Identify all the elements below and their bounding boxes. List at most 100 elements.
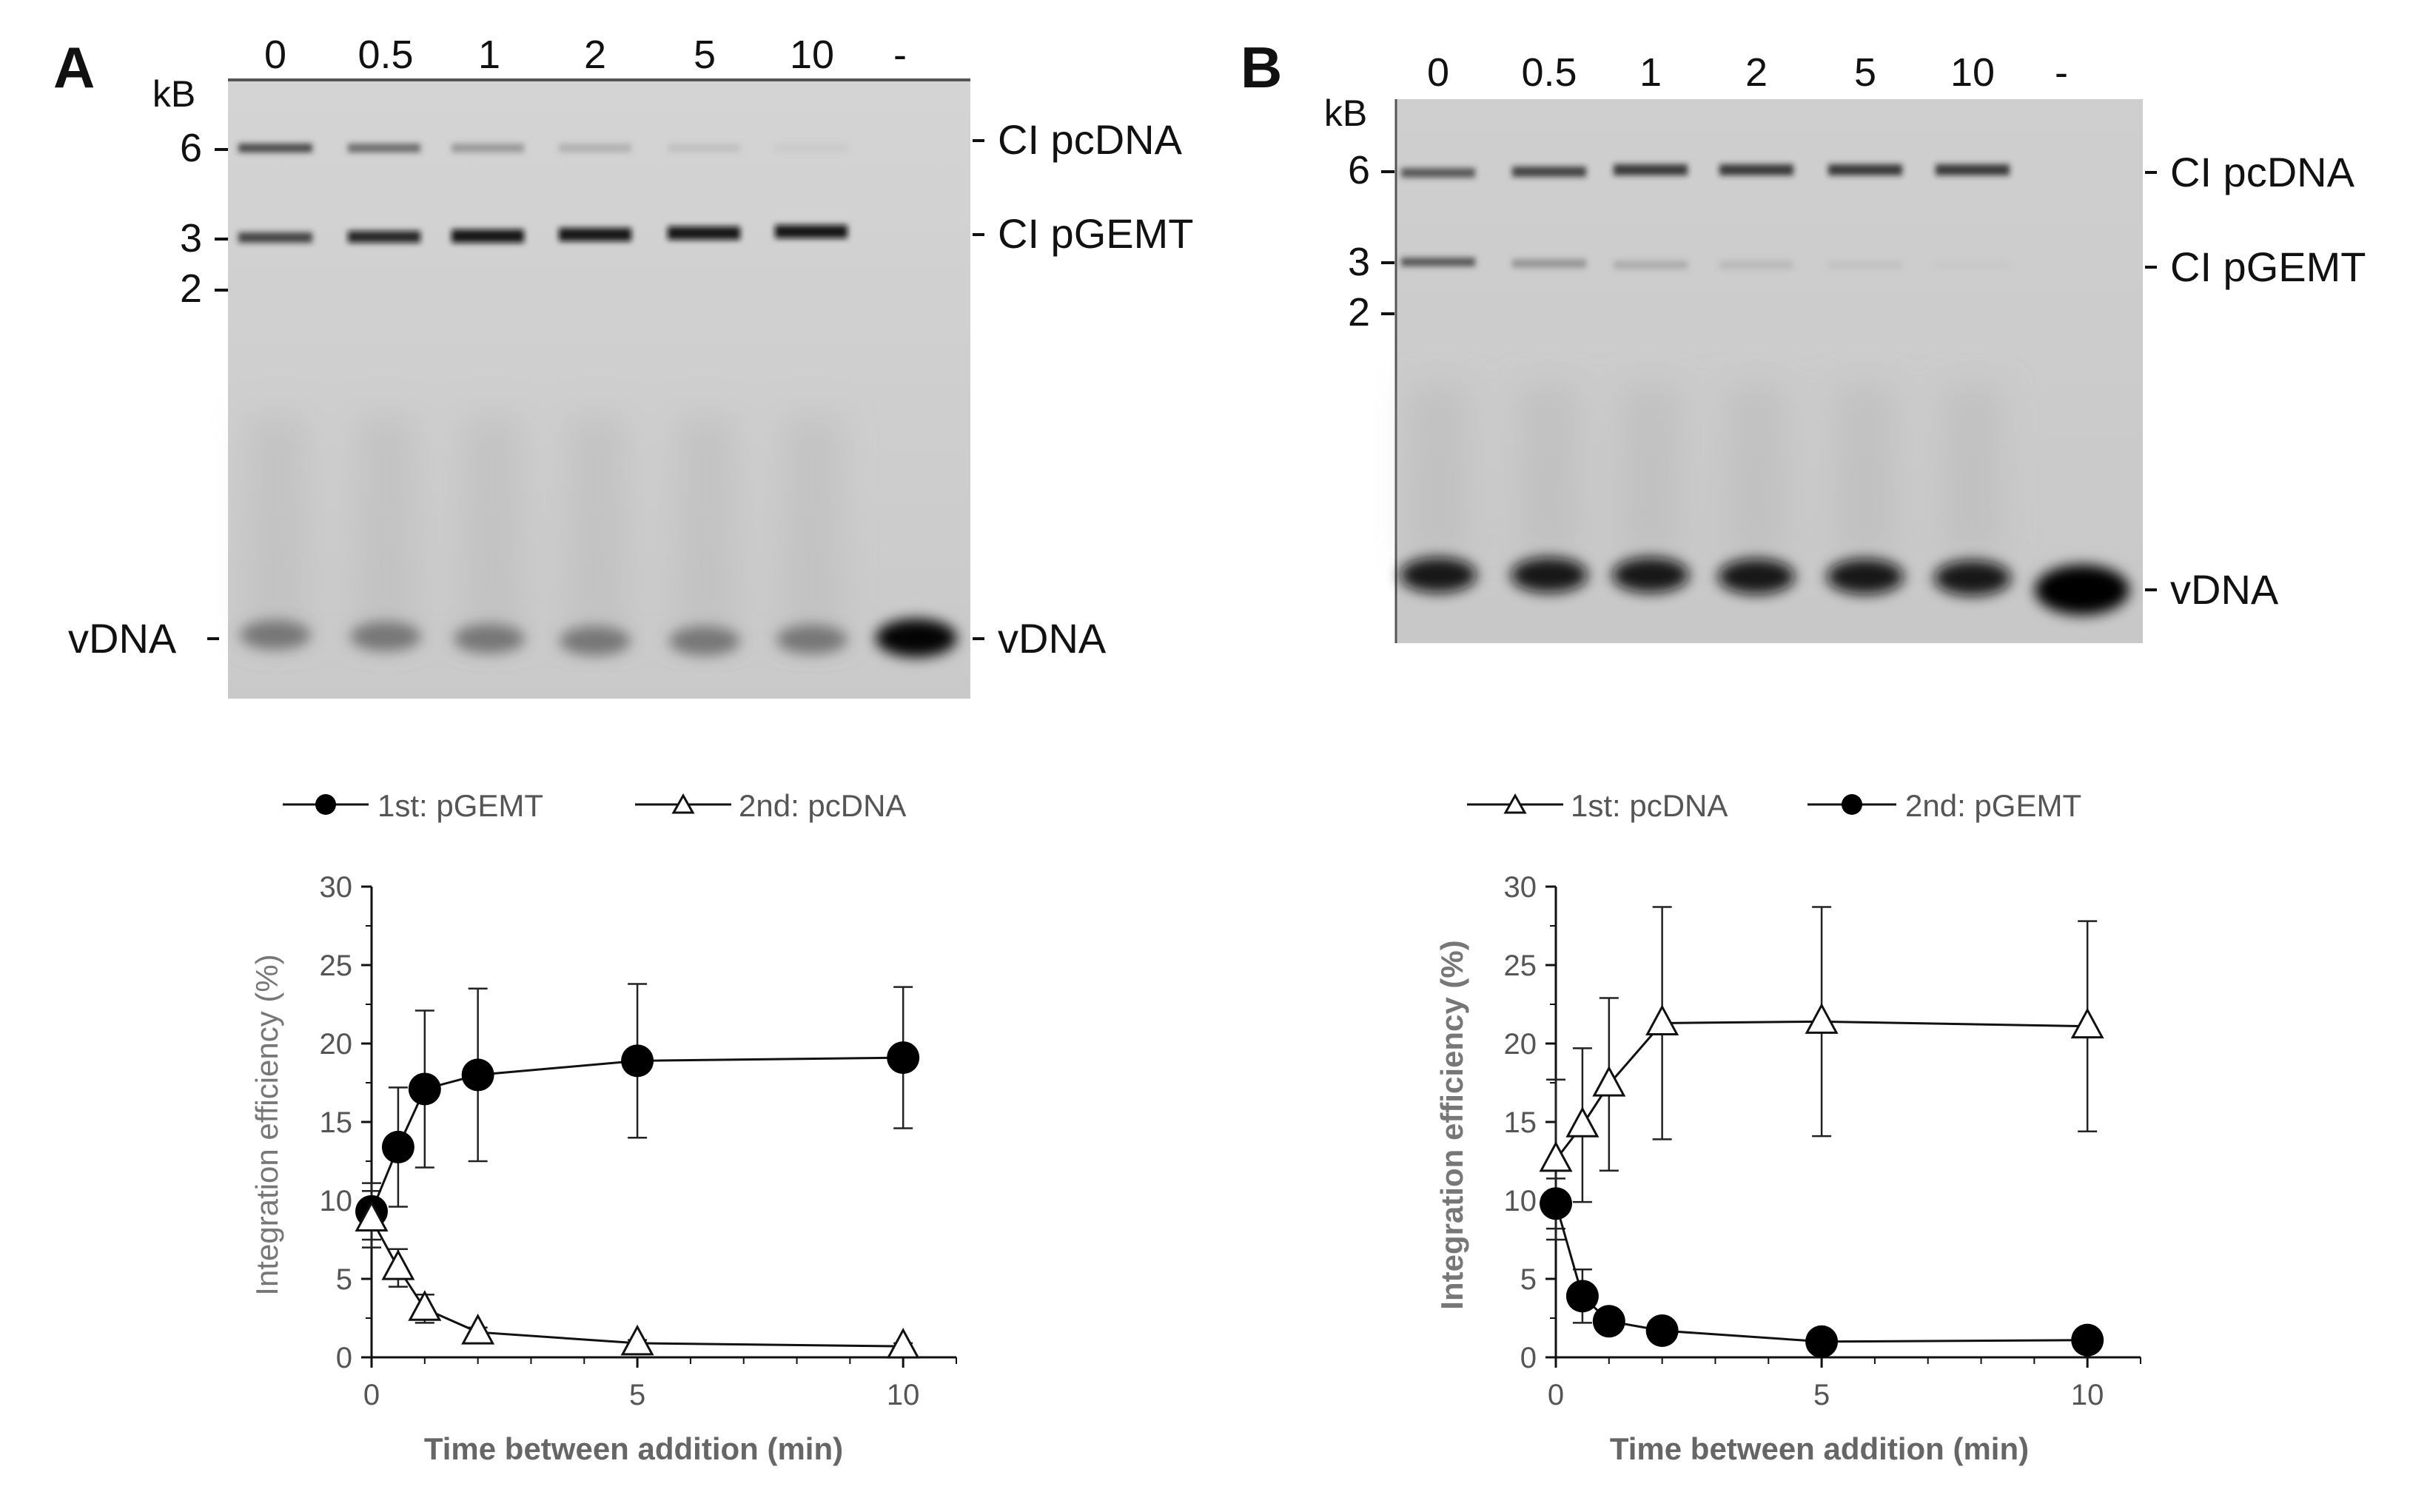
x-tick-label: 5 (629, 1379, 645, 1411)
data-point-circle (408, 1072, 441, 1106)
gel-b-lane-label: 10 (1950, 50, 1995, 95)
gel-a-band (240, 620, 311, 650)
gel-a-band (348, 144, 420, 152)
x-tick-label: 0 (1548, 1379, 1564, 1411)
gel-a-lane-label: 10 (790, 33, 834, 77)
panel-a: A 0 0.5 1 2 5 10 - kB 6 3 2 (53, 33, 1193, 1466)
gel-a-band (668, 226, 740, 240)
gel-b-band (1511, 557, 1588, 593)
gel-a-lane-label: 0.5 (358, 33, 413, 77)
gel-a-vdna-label: vDNA (998, 615, 1107, 662)
data-point-triangle (1805, 1003, 1839, 1034)
y-tick-label: 15 (320, 1106, 353, 1139)
data-point-triangle (1645, 1004, 1679, 1035)
legend-b-marker-1 (1503, 793, 1527, 814)
y-tick-label: 25 (1504, 950, 1537, 982)
panel-b: B 0 0.5 1 2 5 10 - kB 6 3 2 (1241, 35, 2366, 1466)
gel-a-band (775, 144, 847, 152)
gel-a-band (348, 231, 420, 243)
data-point-circle (2071, 1323, 2104, 1357)
gel-a-vdna-bands (240, 619, 957, 657)
y-tick-label: 0 (336, 1342, 352, 1374)
data-point-triangle (1539, 1140, 1573, 1172)
gel-b-band (1512, 259, 1586, 268)
data-point-triangle (381, 1249, 415, 1280)
gel-b-band (1401, 168, 1475, 178)
gel-b-band (1828, 164, 1902, 175)
gel-b-smear (1727, 385, 1786, 555)
gel-b-marker-6: 6 (1348, 148, 1370, 192)
gel-a-band (876, 619, 957, 657)
gel-b-band (1612, 557, 1689, 593)
chart-a-legend: 1st: pGEMT 2nd: pcDNA (283, 788, 906, 823)
gel-a-lane-label: 5 (694, 33, 716, 77)
gel-a-smear (357, 414, 416, 636)
data-point-circle (887, 1041, 920, 1075)
y-tick-label: 30 (320, 871, 353, 904)
gel-a-band (668, 144, 740, 152)
gel-b-lane-label: 2 (1745, 50, 1768, 95)
gel-a-smear (783, 414, 842, 636)
gel-a-pcdna-bands (238, 144, 847, 152)
legend-b-label-2: 2nd: pGEMT (1905, 788, 2081, 823)
y-tick-label: 0 (1520, 1342, 1537, 1374)
chart-b-markers (1539, 1003, 2104, 1358)
gel-b-smears (1409, 385, 2002, 555)
gel-b-band (2035, 565, 2129, 615)
gel-b-marker-2: 2 (1348, 290, 1370, 335)
gel-b-band (1512, 167, 1586, 177)
gel-b-smear (1409, 385, 1468, 555)
chart-a-xlabel: Time between addition (min) (424, 1431, 843, 1466)
gel-b-smear (1621, 385, 1680, 555)
gel-a: 0 0.5 1 2 5 10 - kB 6 3 2 (68, 33, 1193, 699)
y-tick-label: 20 (1504, 1028, 1537, 1061)
chart-a-axes: 0 5 10 15 20 25 30 0 5 10 (320, 871, 957, 1411)
x-tick-label: 10 (887, 1379, 920, 1411)
gel-a-marker-3: 3 (180, 216, 202, 261)
gel-a-band (560, 626, 631, 656)
y-tick-label: 25 (320, 950, 353, 982)
gel-a-marker-6: 6 (180, 126, 202, 170)
gel-a-vdna-left-label: vDNA (68, 615, 177, 662)
chart-b-ylabel: Integration efficiency (%) (1434, 940, 1469, 1309)
x-tick-label: 0 (363, 1379, 380, 1411)
y-tick-label: 10 (320, 1185, 353, 1217)
chart-b-axes: 0 5 10 15 20 25 30 0 5 10 (1504, 871, 2141, 1411)
gel-b-smear (1520, 385, 1579, 555)
gel-a-smear (568, 414, 627, 636)
gel-b-pgemt-label: CI pGEMT (2170, 243, 2366, 290)
gel-b-pcdna-bands (1401, 164, 2010, 178)
gel-a-band (350, 622, 421, 651)
gel-b-band (1934, 560, 2011, 596)
data-point-triangle (620, 1324, 654, 1356)
data-point-triangle (2070, 1007, 2104, 1039)
gel-a-smear (248, 414, 307, 636)
gel-a-band (238, 232, 312, 243)
gel-a-band (452, 144, 524, 152)
y-tick-label: 30 (1504, 871, 1537, 904)
gel-b-band (1828, 261, 1902, 269)
gel-a-band (775, 225, 847, 238)
gel-b-band (1936, 164, 2010, 175)
data-point-circle (1805, 1325, 1839, 1358)
legend-a-label-1: 1st: pGEMT (377, 788, 543, 823)
data-point-circle (461, 1058, 494, 1092)
data-point-triangle (1565, 1106, 1600, 1138)
gel-b-lane-label: 0 (1427, 50, 1449, 95)
data-point-circle (1645, 1314, 1679, 1347)
gel-a-pcdna-label: CI pcDNA (998, 116, 1183, 163)
gel-b-lane-label: 1 (1639, 50, 1662, 95)
gel-b-lane-label: 0.5 (1521, 50, 1577, 95)
gel-b-band (1936, 261, 2010, 269)
chart-a-markers (355, 1041, 920, 1359)
gel-b-pcdna-label: CI pcDNA (2170, 149, 2355, 195)
y-tick-label: 15 (1504, 1106, 1537, 1139)
gel-a-pgemt-bands (238, 225, 847, 243)
gel-a-smear (677, 414, 736, 636)
chart-b-xlabel: Time between addition (min) (1610, 1431, 2029, 1466)
gel-b-band (1827, 559, 1904, 594)
data-point-circle (621, 1044, 654, 1078)
data-point-circle (1592, 1305, 1625, 1338)
gel-a-smears (248, 414, 842, 636)
gel-b-band (1719, 164, 1793, 175)
